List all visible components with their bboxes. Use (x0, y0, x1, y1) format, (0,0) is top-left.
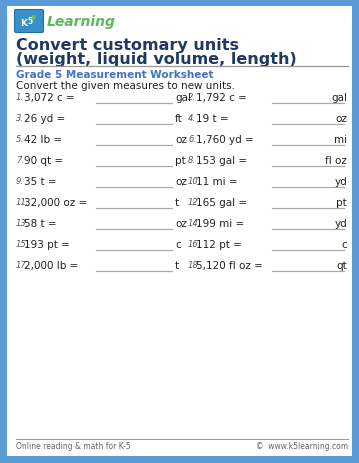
Text: yd: yd (334, 219, 347, 229)
Text: 112 pt =: 112 pt = (196, 239, 242, 250)
Text: 2,000 lb =: 2,000 lb = (24, 260, 78, 270)
Text: 153 gal =: 153 gal = (196, 156, 247, 166)
Text: 165 gal =: 165 gal = (196, 198, 247, 207)
Text: t: t (175, 198, 179, 207)
Text: pt: pt (336, 198, 347, 207)
Text: 3,072 c =: 3,072 c = (24, 93, 75, 103)
Text: 3.: 3. (16, 114, 24, 123)
Text: oz: oz (335, 114, 347, 124)
Text: 18.: 18. (188, 260, 201, 269)
Text: mi: mi (334, 135, 347, 144)
Text: gal: gal (175, 93, 191, 103)
Text: 10.: 10. (188, 176, 201, 186)
Text: oz: oz (175, 219, 187, 229)
Text: 16.: 16. (188, 239, 201, 249)
Text: 4.: 4. (188, 114, 196, 123)
Text: 42 lb =: 42 lb = (24, 135, 62, 144)
FancyBboxPatch shape (14, 11, 43, 33)
Text: 5: 5 (27, 17, 32, 25)
Text: 5,120 fl oz =: 5,120 fl oz = (196, 260, 263, 270)
Text: 32,000 oz =: 32,000 oz = (24, 198, 87, 207)
Text: 15.: 15. (16, 239, 29, 249)
Text: 193 pt =: 193 pt = (24, 239, 70, 250)
Text: Online reading & math for K-5: Online reading & math for K-5 (16, 441, 131, 450)
Text: qt: qt (336, 260, 347, 270)
Text: ©  www.k5learning.com: © www.k5learning.com (256, 441, 348, 450)
Text: 26 yd =: 26 yd = (24, 114, 65, 124)
Text: 19 t =: 19 t = (196, 114, 229, 124)
Text: t: t (175, 260, 179, 270)
Text: 12.: 12. (188, 198, 201, 206)
Text: 1.: 1. (16, 93, 24, 102)
Text: oz: oz (175, 135, 187, 144)
Text: 5.: 5. (16, 135, 24, 144)
Text: yd: yd (334, 176, 347, 187)
Text: 11 mi =: 11 mi = (196, 176, 238, 187)
Text: 2.: 2. (188, 93, 196, 102)
Text: Learning: Learning (47, 15, 116, 29)
Text: c: c (341, 239, 347, 250)
Text: gal: gal (331, 93, 347, 103)
Text: Convert the given measures to new units.: Convert the given measures to new units. (16, 81, 235, 91)
Text: 17.: 17. (16, 260, 29, 269)
Text: oz: oz (175, 176, 187, 187)
Text: c: c (175, 239, 181, 250)
Text: 6.: 6. (188, 135, 196, 144)
Text: 11.: 11. (16, 198, 29, 206)
Text: (weight, liquid volume, length): (weight, liquid volume, length) (16, 52, 297, 67)
Text: 14.: 14. (188, 219, 201, 227)
Text: Convert customary units: Convert customary units (16, 38, 239, 53)
Text: 90 qt =: 90 qt = (24, 156, 63, 166)
Text: Grade 5 Measurement Worksheet: Grade 5 Measurement Worksheet (16, 70, 214, 80)
Text: 58 t =: 58 t = (24, 219, 57, 229)
Text: 1,792 c =: 1,792 c = (196, 93, 247, 103)
Text: pt: pt (175, 156, 186, 166)
Text: 35 t =: 35 t = (24, 176, 57, 187)
Text: 8.: 8. (188, 156, 196, 165)
Text: 199 mi =: 199 mi = (196, 219, 244, 229)
Text: 13.: 13. (16, 219, 29, 227)
Text: 1,760 yd =: 1,760 yd = (196, 135, 254, 144)
Text: ft: ft (175, 114, 183, 124)
Text: fl oz: fl oz (325, 156, 347, 166)
Text: K: K (20, 19, 27, 27)
Text: 7.: 7. (16, 156, 24, 165)
Text: 9.: 9. (16, 176, 24, 186)
